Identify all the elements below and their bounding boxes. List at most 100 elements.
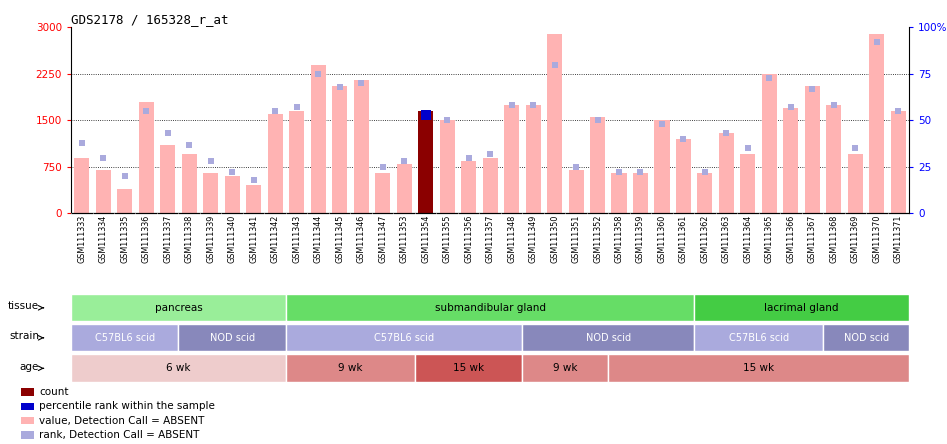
Bar	[827, 105, 842, 213]
Bar	[160, 145, 175, 213]
Text: 6 wk: 6 wk	[167, 363, 190, 373]
Text: GSM111361: GSM111361	[679, 215, 688, 263]
Bar	[891, 111, 906, 213]
Bar	[204, 173, 218, 213]
Bar	[783, 108, 798, 213]
Text: GSM111338: GSM111338	[185, 215, 194, 263]
Text: GSM111363: GSM111363	[722, 215, 731, 263]
Point	[182, 141, 197, 148]
Text: GSM111333: GSM111333	[78, 215, 86, 263]
Point	[311, 70, 326, 77]
Text: GSM111357: GSM111357	[486, 215, 494, 263]
Bar	[286, 294, 694, 321]
Point	[439, 117, 455, 124]
Point	[762, 74, 777, 81]
Bar	[286, 324, 523, 351]
Point	[526, 102, 541, 109]
Text: GSM111348: GSM111348	[507, 215, 516, 263]
Text: GSM111347: GSM111347	[378, 215, 387, 263]
Point	[224, 169, 240, 176]
Point	[547, 61, 563, 68]
Text: 15 wk: 15 wk	[453, 363, 484, 373]
Point	[397, 158, 412, 165]
Text: GSM111358: GSM111358	[615, 215, 623, 263]
Text: tissue: tissue	[8, 301, 39, 312]
Text: NOD scid: NOD scid	[844, 333, 888, 343]
Bar	[138, 102, 153, 213]
Bar	[182, 155, 197, 213]
Bar	[268, 114, 283, 213]
Bar	[418, 111, 433, 213]
Point	[246, 176, 261, 183]
Text: GSM111340: GSM111340	[227, 215, 237, 263]
Text: NOD scid: NOD scid	[209, 333, 255, 343]
Bar	[375, 173, 390, 213]
Bar	[286, 354, 415, 382]
Point	[96, 154, 111, 161]
Point	[697, 169, 712, 176]
Point	[204, 158, 219, 165]
Point	[117, 173, 133, 180]
Bar	[483, 158, 497, 213]
Bar	[590, 117, 605, 213]
Text: GSM111362: GSM111362	[701, 215, 709, 263]
Text: rank, Detection Call = ABSENT: rank, Detection Call = ABSENT	[39, 430, 200, 440]
Text: GSM111335: GSM111335	[120, 215, 129, 263]
Text: GSM111344: GSM111344	[313, 215, 323, 263]
Bar	[504, 105, 519, 213]
Point	[289, 104, 304, 111]
Text: C57BL6 scid: C57BL6 scid	[374, 333, 434, 343]
Text: GSM111341: GSM111341	[249, 215, 259, 263]
Text: GSM111367: GSM111367	[808, 215, 817, 263]
Point	[848, 145, 863, 152]
Bar	[353, 80, 368, 213]
Point	[568, 163, 583, 170]
Text: GSM111346: GSM111346	[357, 215, 366, 263]
Bar	[439, 120, 455, 213]
Bar	[461, 161, 476, 213]
Point	[160, 130, 175, 137]
Text: GSM111369: GSM111369	[851, 215, 860, 263]
Bar	[21, 431, 34, 439]
Text: GSM111345: GSM111345	[335, 215, 344, 263]
Point	[612, 169, 627, 176]
Text: GSM111349: GSM111349	[528, 215, 538, 263]
Point	[654, 120, 670, 127]
Point	[869, 39, 884, 46]
Text: submandibular gland: submandibular gland	[435, 303, 545, 313]
Text: GSM111368: GSM111368	[830, 215, 838, 263]
Text: GSM111366: GSM111366	[786, 215, 795, 263]
Bar	[719, 133, 734, 213]
Text: C57BL6 scid: C57BL6 scid	[728, 333, 789, 343]
Point	[74, 139, 89, 146]
Bar	[71, 354, 286, 382]
Bar	[676, 139, 691, 213]
Point	[891, 107, 906, 115]
Point	[461, 154, 476, 161]
Bar	[71, 294, 286, 321]
Text: GSM111360: GSM111360	[657, 215, 667, 263]
Point	[504, 102, 519, 109]
Text: GSM111336: GSM111336	[142, 215, 151, 263]
Point	[375, 163, 390, 170]
Point	[633, 169, 648, 176]
Bar	[21, 403, 34, 410]
Point	[483, 150, 498, 157]
Bar	[697, 173, 712, 213]
Bar	[869, 33, 884, 213]
Text: percentile rank within the sample: percentile rank within the sample	[39, 401, 215, 412]
Point	[268, 107, 283, 115]
Text: GSM111343: GSM111343	[293, 215, 301, 263]
Bar	[71, 324, 178, 351]
Bar	[523, 354, 608, 382]
Text: GSM111342: GSM111342	[271, 215, 279, 263]
Point	[332, 83, 348, 91]
Text: NOD scid: NOD scid	[585, 333, 631, 343]
Bar	[21, 388, 34, 396]
Bar	[608, 354, 909, 382]
Bar	[332, 86, 348, 213]
Text: GDS2178 / 165328_r_at: GDS2178 / 165328_r_at	[71, 13, 228, 26]
Point	[418, 111, 433, 118]
Bar	[96, 170, 111, 213]
Text: pancreas: pancreas	[154, 303, 203, 313]
